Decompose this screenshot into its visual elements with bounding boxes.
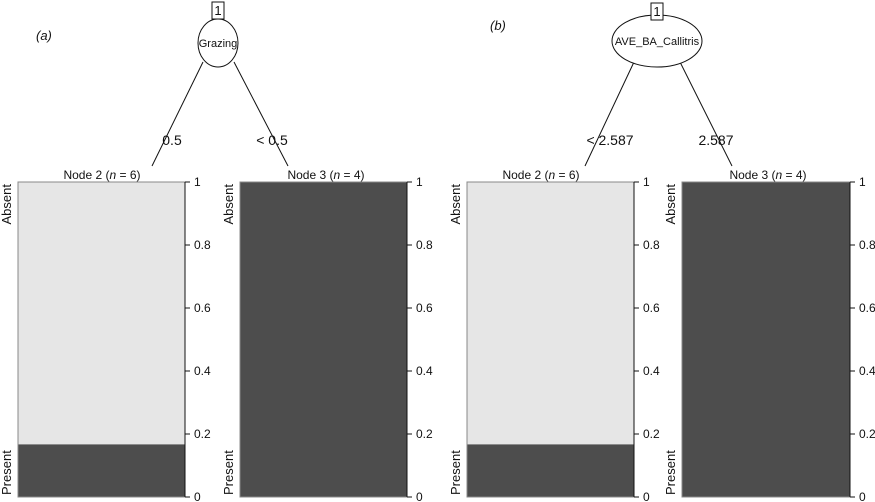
- y-tick-label: 0.6: [194, 301, 211, 315]
- leaf-node: Node 2 (n = 6) 0 0.2 0.4 0.6 0.8 1 Absent Presen…: [0, 168, 211, 502]
- bar-present: [240, 182, 407, 497]
- y-tick-label: 0.2: [194, 427, 211, 441]
- bar-absent: [18, 182, 185, 445]
- edge-label: 0.5: [162, 132, 182, 148]
- class-label-absent: Absent: [448, 184, 463, 225]
- edge-label: < 2.587: [586, 132, 633, 148]
- node-id-box: [650, 2, 664, 21]
- y-tick-label: 0.4: [416, 364, 433, 378]
- leaf-title: Node 3 (n = 4): [729, 168, 806, 182]
- class-label-absent: Absent: [0, 184, 14, 225]
- tree-edge: [233, 61, 289, 167]
- tree-panel-a: (a) 0.5 < 0.5 1 Grazing Node 2 (n = 6) 0 0.2 0.4…: [0, 1, 433, 502]
- leaf-title: Node 3 (n = 4): [287, 168, 364, 182]
- y-tick-label: 0.4: [859, 364, 875, 378]
- y-tick-label: 1: [643, 175, 650, 189]
- y-tick-label: 0.4: [643, 364, 660, 378]
- class-label-absent: Absent: [663, 184, 678, 225]
- edge-label: < 0.5: [256, 132, 288, 148]
- y-tick-label: 0.8: [194, 238, 211, 252]
- tree-edge: [679, 61, 733, 167]
- y-tick-label: 0: [859, 490, 866, 502]
- bar-present: [467, 444, 634, 497]
- y-tick-label: 0.8: [859, 238, 875, 252]
- node-id: 1: [653, 4, 660, 19]
- y-tick-label: 0.6: [859, 301, 875, 315]
- y-tick-label: 0.4: [194, 364, 211, 378]
- class-label-present: Present: [221, 450, 236, 495]
- y-tick-label: 1: [859, 175, 866, 189]
- class-label-present: Present: [0, 450, 14, 495]
- tree-edge: [584, 61, 635, 167]
- split-variable: Grazing: [199, 38, 238, 50]
- y-tick-label: 0: [643, 490, 650, 502]
- leaf-node: Node 3 (n = 4) 0 0.2 0.4 0.6 0.8 1 Absent Presen…: [221, 168, 433, 502]
- class-label-present: Present: [663, 450, 678, 495]
- panel-label: (a): [36, 28, 52, 43]
- node-id-box: [211, 1, 225, 20]
- tree-edge: [151, 61, 204, 167]
- y-tick-label: 1: [416, 175, 423, 189]
- y-tick-label: 0.2: [859, 427, 875, 441]
- bar-present: [18, 444, 185, 497]
- class-label-present: Present: [448, 450, 463, 495]
- bar-present: [682, 182, 850, 497]
- bar-absent: [467, 182, 634, 445]
- edge-label: 2.587: [698, 132, 733, 148]
- y-tick-label: 0.6: [416, 301, 433, 315]
- y-tick-label: 0.2: [643, 427, 660, 441]
- leaf-title: Node 2 (n = 6): [63, 168, 140, 182]
- y-tick-label: 1: [194, 175, 201, 189]
- node-id: 1: [214, 3, 221, 18]
- y-tick-label: 0.8: [643, 238, 660, 252]
- panel-label: (b): [490, 18, 506, 33]
- leaf-node: Node 2 (n = 6) 0 0.2 0.4 0.6 0.8 1 Absent Presen…: [448, 168, 660, 502]
- y-tick-label: 0.2: [416, 427, 433, 441]
- class-label-absent: Absent: [221, 184, 236, 225]
- y-tick-label: 0: [194, 490, 201, 502]
- leaf-title: Node 2 (n = 6): [502, 168, 579, 182]
- y-tick-label: 0: [416, 490, 423, 502]
- split-variable: AVE_BA_Callitris: [615, 36, 700, 48]
- y-tick-label: 0.8: [416, 238, 433, 252]
- y-tick-label: 0.6: [643, 301, 660, 315]
- leaf-node: Node 3 (n = 4) 0 0.2 0.4 0.6 0.8 1 Absent Presen…: [663, 168, 875, 502]
- tree-panel-b: (b) < 2.587 2.587 1 AVE_BA_Callitris Node 2 (…: [448, 2, 875, 502]
